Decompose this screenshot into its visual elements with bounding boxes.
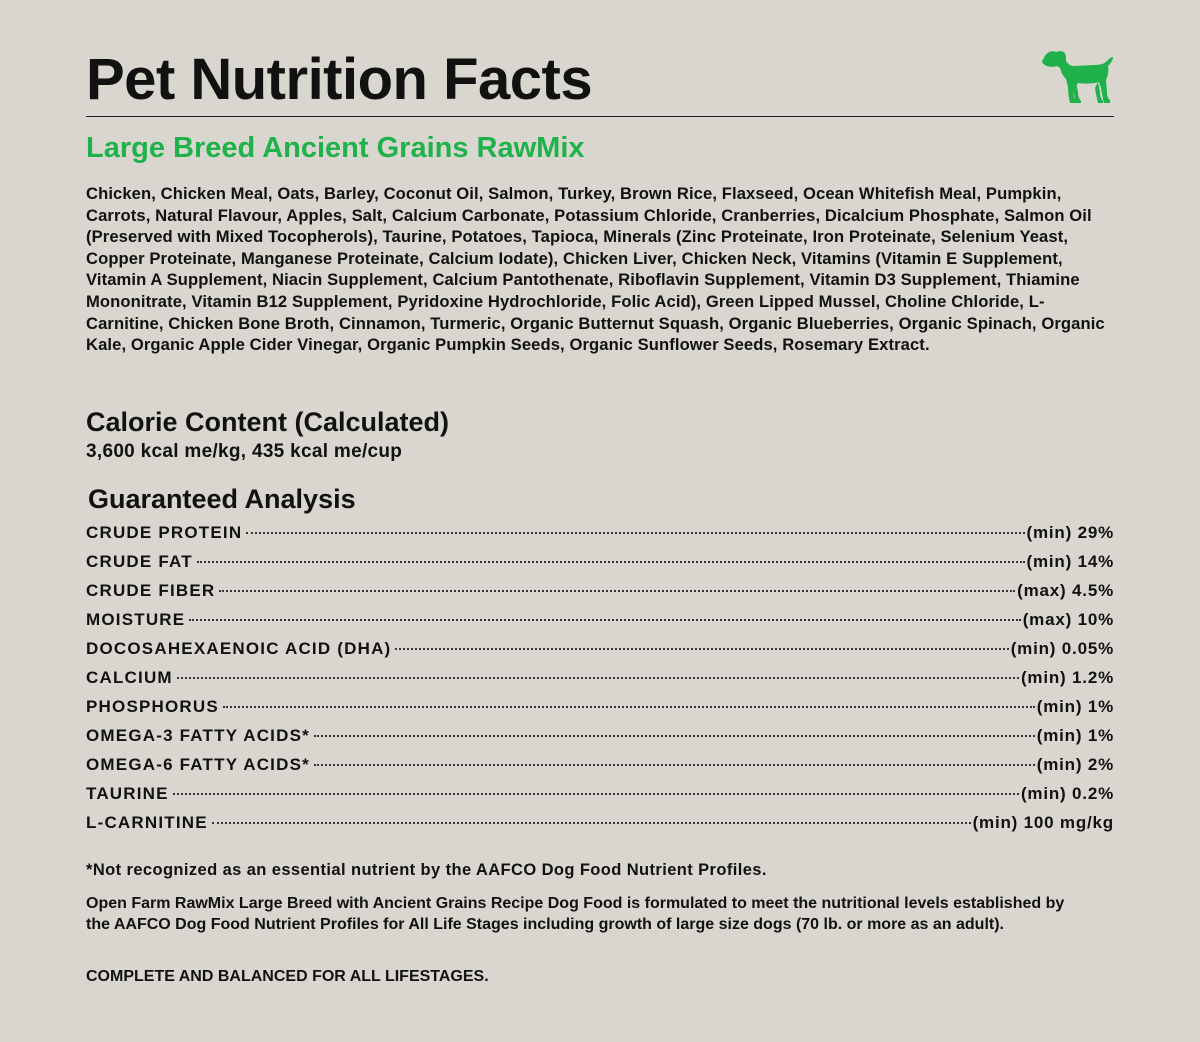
dot-leader xyxy=(196,560,1025,563)
nutrient-value: (min) 100 mg/kg xyxy=(972,813,1114,832)
nutrient-name: CRUDE FIBER xyxy=(86,581,216,600)
nutrient-name: MOISTURE xyxy=(86,610,186,629)
ingredients-list: Chicken, Chicken Meal, Oats, Barley, Coc… xyxy=(86,184,1105,355)
analysis-row-omega-6: OMEGA-6 FATTY ACIDS* (min) 2% xyxy=(86,755,1114,784)
nutrient-name: CALCIUM xyxy=(86,668,173,687)
product-name: Large Breed Ancient Grains RawMix xyxy=(86,132,585,164)
guaranteed-analysis-heading: Guaranteed Analysis xyxy=(88,484,356,514)
dot-leader xyxy=(176,676,1019,679)
dog-icon xyxy=(1042,51,1113,103)
nutrient-name: CRUDE FAT xyxy=(86,552,193,571)
analysis-row-dha: DOCOSAHEXAENOIC ACID (DHA) (min) 0.05% xyxy=(86,639,1114,668)
dot-leader xyxy=(219,589,1016,592)
nutrient-name: OMEGA-6 FATTY ACIDS* xyxy=(86,755,310,774)
nutrient-name: CRUDE PROTEIN xyxy=(86,523,243,542)
nutrient-name: L-CARNITINE xyxy=(86,813,208,832)
dot-leader xyxy=(313,763,1035,766)
label-header: Pet Nutrition Facts xyxy=(86,44,1114,117)
analysis-row-crude-fiber: CRUDE FIBER (max) 4.5% xyxy=(86,581,1114,610)
nutrient-value: (max) 4.5% xyxy=(1017,581,1114,600)
analysis-row-moisture: MOISTURE (max) 10% xyxy=(86,610,1114,639)
dot-leader xyxy=(395,647,1009,650)
dot-leader xyxy=(189,618,1021,621)
analysis-row-crude-protein: CRUDE PROTEIN (min) 29% xyxy=(86,523,1114,552)
nutrient-value: (min) 29% xyxy=(1026,523,1114,542)
nutrient-name: TAURINE xyxy=(86,784,169,803)
analysis-row-taurine: TAURINE (min) 0.2% xyxy=(86,784,1114,813)
nutrient-name: DOCOSAHEXAENOIC ACID (DHA) xyxy=(86,639,392,658)
nutrient-value: (min) 0.2% xyxy=(1020,784,1114,803)
nutrient-name: OMEGA-3 FATTY ACIDS* xyxy=(86,726,310,745)
dot-leader xyxy=(172,792,1019,795)
dot-leader xyxy=(246,531,1025,534)
analysis-row-phosphorus: PHOSPHORUS (min) 1% xyxy=(86,697,1114,726)
aafco-footnote: *Not recognized as an essential nutrient… xyxy=(86,861,767,879)
nutrient-value: (min) 1% xyxy=(1036,697,1114,716)
nutrient-value: (min) 0.05% xyxy=(1010,639,1114,658)
dot-leader xyxy=(313,734,1035,737)
analysis-row-crude-fat: CRUDE FAT (min) 14% xyxy=(86,552,1114,581)
nutrient-value: (min) 2% xyxy=(1036,755,1114,774)
nutrient-value: (max) 10% xyxy=(1022,610,1114,629)
analysis-row-calcium: CALCIUM (min) 1.2% xyxy=(86,668,1114,697)
dot-leader xyxy=(222,705,1035,708)
analysis-row-omega-3: OMEGA-3 FATTY ACIDS* (min) 1% xyxy=(86,726,1114,755)
dot-leader xyxy=(211,821,971,824)
nutrient-name: PHOSPHORUS xyxy=(86,697,219,716)
aafco-statement: Open Farm RawMix Large Breed with Ancien… xyxy=(86,895,1065,933)
analysis-row-l-carnitine: L-CARNITINE (min) 100 mg/kg xyxy=(86,813,1114,842)
calorie-content-heading: Calorie Content (Calculated) xyxy=(86,407,450,437)
nutrient-value: (min) 14% xyxy=(1026,552,1114,571)
guaranteed-analysis-table: CRUDE PROTEIN (min) 29% CRUDE FAT (min) … xyxy=(86,523,1114,842)
complete-balanced-statement: COMPLETE AND BALANCED FOR ALL LIFESTAGES… xyxy=(86,968,489,985)
nutrient-value: (min) 1% xyxy=(1036,726,1114,745)
nutrient-value: (min) 1.2% xyxy=(1020,668,1114,687)
page-title: Pet Nutrition Facts xyxy=(86,47,593,112)
calorie-content-value: 3,600 kcal me/kg, 435 kcal me/cup xyxy=(86,441,403,462)
